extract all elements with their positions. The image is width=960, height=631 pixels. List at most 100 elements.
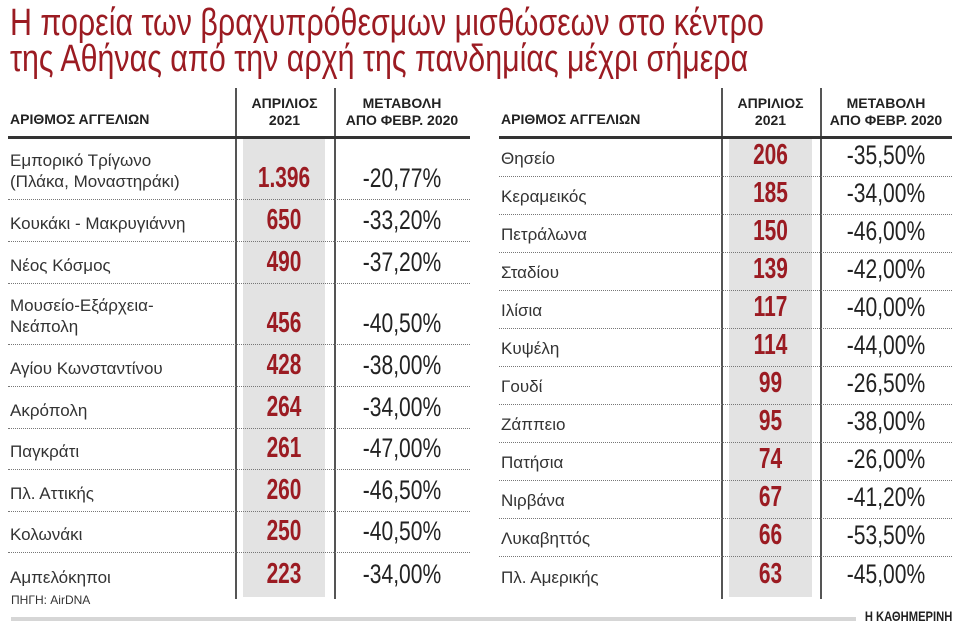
column-separator: [820, 88, 822, 599]
district-name-line: Κεραμεικός: [501, 187, 587, 206]
column-separator: [235, 88, 237, 599]
listing-count: 185: [753, 177, 788, 209]
header-change: ΜΕΤΑΒΟΛΗ ΑΠΟ ΦΕΒΡ. 2020: [820, 95, 952, 129]
listing-count: 428: [266, 349, 302, 381]
table-row: Νέος Κόσμος 490 -37,20%: [8, 242, 470, 284]
listing-count: 139: [753, 253, 788, 285]
listing-count: 67: [758, 481, 783, 513]
district-name: Πλ. Αττικής: [10, 483, 94, 504]
district-name-line: Αμπελόκηποι: [10, 568, 111, 587]
district-name-line: Μουσείο-Εξάρχεια-: [10, 296, 154, 315]
district-name-line: Κυψέλη: [501, 339, 560, 358]
district-name-line: Νέος Κόσμος: [10, 256, 111, 275]
district-name: Σταδίου: [501, 262, 559, 283]
listing-count: 650: [266, 204, 302, 236]
table-row: Αμπελόκηποι 223 -34,00%: [8, 553, 470, 595]
district-name: Εμπορικό Τρίγωνο (Πλάκα, Μοναστηράκι): [10, 150, 180, 192]
table-row: Γουδί 99 -26,50%: [499, 367, 952, 405]
change-percent: -35,50%: [846, 140, 926, 170]
header-value: ΑΠΡΙΛΙΟΣ 2021: [235, 95, 334, 129]
listing-count: 63: [758, 558, 783, 590]
district-name-line: Κολωνάκι: [10, 525, 83, 544]
table-right: ΑΡΙΘΜΟΣ ΑΓΓΕΛΙΩΝ ΑΠΡΙΛΙΟΣ 2021 ΜΕΤΑΒΟΛΗ ΑΠΟ …: [499, 88, 952, 599]
district-name-line: Κουκάκι - Μακρυγιάννη: [10, 214, 186, 233]
brand-logo: Η ΚΑΘΗΜΕΡΙΝΗ: [864, 608, 952, 624]
value-column-highlight: [729, 139, 812, 597]
table-row: Κουκάκι - Μακρυγιάννη 650 -33,20%: [8, 200, 470, 242]
table-row: Εμπορικό Τρίγωνο (Πλάκα, Μοναστηράκι) 1.39…: [8, 139, 470, 200]
listing-count: 95: [758, 405, 783, 437]
listing-count: 223: [266, 558, 302, 590]
table-row: Ακρόπολη 264 -34,00%: [8, 387, 470, 429]
header-change-line2: ΑΠΟ ΦΕΒΡ. 2020: [345, 112, 459, 128]
district-name: Αγίου Κωνσταντίνου: [10, 358, 163, 379]
listing-count: 456: [266, 307, 302, 339]
district-name: Αμπελόκηποι: [10, 567, 111, 588]
district-name: Νέος Κόσμος: [10, 255, 111, 276]
table-row: Πλ. Αττικής 260 -46,50%: [8, 470, 470, 512]
header-value: ΑΠΡΙΛΙΟΣ 2021: [721, 95, 820, 129]
district-name: Κυψέλη: [501, 338, 559, 359]
chart-title-line1: Η πορεία των βραχυπρόθεσμων μισθώσεων στ…: [10, 2, 764, 44]
listing-count: 150: [753, 215, 788, 247]
district-name: Πετράλωνα: [501, 224, 587, 245]
change-percent: -45,00%: [846, 559, 926, 589]
district-name-line: Πετράλωνα: [501, 225, 587, 244]
district-name: Ιλίσια: [501, 300, 542, 321]
header-name: ΑΡΙΘΜΟΣ ΑΓΓΕΛΙΩΝ: [501, 111, 641, 127]
district-name-line: Αγίου Κωνσταντίνου: [10, 359, 163, 378]
listing-count: 74: [758, 443, 783, 475]
table-row: Μουσείο-Εξάρχεια- Νεάπολη 456 -40,50%: [8, 284, 470, 345]
listing-count: 66: [758, 519, 783, 551]
district-name-line: Ιλίσια: [501, 301, 543, 320]
district-name-line: Γουδί: [501, 377, 543, 396]
change-percent: -40,00%: [846, 292, 926, 322]
district-name-line: Θησείο: [501, 149, 555, 168]
change-percent: -40,50%: [362, 516, 442, 546]
header-change: ΜΕΤΑΒΟΛΗ ΑΠΟ ΦΕΒΡ. 2020: [334, 95, 470, 129]
district-name: Κουκάκι - Μακρυγιάννη: [10, 213, 185, 234]
table-header: ΑΡΙΘΜΟΣ ΑΓΓΕΛΙΩΝ ΑΠΡΙΛΙΟΣ 2021 ΜΕΤΑΒΟΛΗ ΑΠΟ …: [8, 88, 470, 139]
listing-count: 117: [753, 291, 788, 323]
listing-count: 260: [266, 474, 302, 506]
district-name-line: Εμπορικό Τρίγωνο: [10, 151, 152, 170]
listing-count: 264: [266, 391, 302, 423]
change-percent: -20,77%: [362, 163, 442, 193]
change-percent: -37,20%: [362, 247, 442, 277]
district-name-line: Πλ. Αττικής: [10, 484, 94, 503]
district-name: Κολωνάκι: [10, 524, 82, 545]
district-name: Γουδί: [501, 376, 542, 397]
chart-title-line2: της Αθήνας από την αρχή της πανδημίας μέ…: [10, 38, 749, 80]
district-name: Ακρόπολη: [10, 400, 87, 421]
listing-count: 490: [266, 246, 302, 278]
listing-count: 261: [266, 432, 302, 464]
header-change-line1: ΜΕΤΑΒΟΛΗ: [362, 95, 442, 111]
change-percent: -38,00%: [846, 406, 926, 436]
table-row: Θησείο 206 -35,50%: [499, 139, 952, 177]
district-name-line: Ζάππειο: [501, 415, 566, 434]
district-name-line: Σταδίου: [501, 263, 559, 282]
change-percent: -42,00%: [846, 254, 926, 284]
district-name: Θησείο: [501, 148, 555, 169]
district-name: Παγκράτι: [10, 441, 79, 462]
footer-divider: [11, 617, 856, 621]
change-percent: -46,50%: [362, 475, 442, 505]
district-name: Νιρβάνα: [501, 490, 565, 511]
header-change-line1: ΜΕΤΑΒΟΛΗ: [846, 95, 926, 111]
district-name-line: Πλ. Αμερικής: [501, 568, 599, 587]
column-separator: [721, 88, 723, 599]
header-name: ΑΡΙΘΜΟΣ ΑΓΓΕΛΙΩΝ: [10, 111, 150, 127]
district-name-line: Νεάπολη: [10, 317, 79, 336]
table-row: Λυκαβηττός 66 -53,50%: [499, 519, 952, 557]
change-percent: -41,20%: [846, 482, 926, 512]
change-percent: -34,00%: [362, 559, 442, 589]
district-name: Λυκαβηττός: [501, 528, 590, 549]
header-value-line2: 2021: [268, 112, 301, 128]
header-value-line2: 2021: [754, 112, 787, 128]
district-name-line: (Πλάκα, Μοναστηράκι): [10, 172, 180, 191]
change-percent: -26,50%: [846, 368, 926, 398]
table-left: ΑΡΙΘΜΟΣ ΑΓΓΕΛΙΩΝ ΑΠΡΙΛΙΟΣ 2021 ΜΕΤΑΒΟΛΗ ΑΠΟ …: [8, 88, 470, 599]
table-row: Κυψέλη 114 -44,00%: [499, 329, 952, 367]
district-name: Πλ. Αμερικής: [501, 567, 599, 588]
table-row: Πλ. Αμερικής 63 -45,00%: [499, 557, 952, 595]
